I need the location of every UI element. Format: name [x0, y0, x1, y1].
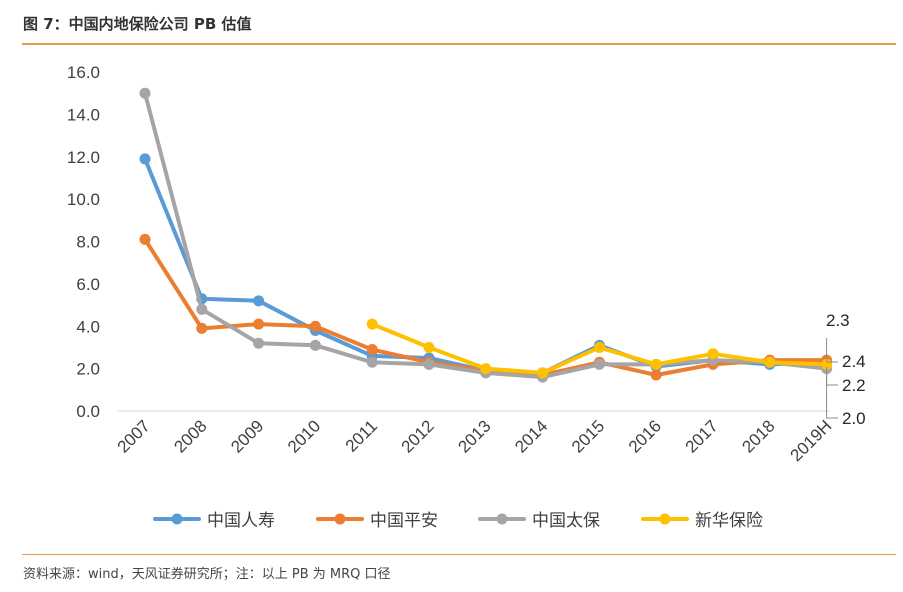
x-tick-label: 2010	[284, 416, 324, 456]
series-2	[139, 233, 833, 381]
legend-label: 新华保险	[695, 511, 763, 531]
series-4	[366, 318, 833, 379]
data-point	[480, 363, 492, 375]
legend-swatch-marker	[334, 513, 346, 525]
y-tick-label: 6.0	[76, 275, 100, 294]
y-tick-label: 0.0	[76, 402, 100, 421]
series-line	[143, 91, 829, 380]
legend-swatch-marker	[659, 513, 671, 525]
data-point	[309, 320, 321, 332]
data-label: 2.4	[842, 352, 866, 371]
legend-item: 中国平安	[316, 511, 438, 531]
data-point	[253, 318, 265, 330]
legend-swatch-marker	[496, 513, 508, 525]
data-point	[650, 369, 662, 381]
y-tick-label: 14.0	[67, 105, 100, 124]
x-tick-label: 2015	[568, 416, 608, 456]
x-tick-label: 2017	[682, 416, 722, 456]
data-point	[366, 356, 378, 368]
data-point	[253, 295, 265, 307]
x-tick-label: 2012	[398, 416, 438, 456]
x-tick-label: 2011	[342, 416, 381, 455]
data-point	[423, 341, 435, 353]
series-3	[139, 87, 833, 383]
data-point	[139, 233, 151, 245]
data-point	[707, 348, 719, 360]
legend-item: 中国太保	[478, 511, 600, 531]
data-label: 2.0	[842, 409, 866, 428]
data-point	[139, 153, 151, 165]
y-tick-label: 2.0	[76, 360, 100, 379]
data-point	[366, 344, 378, 356]
x-tick-label: 2013	[454, 416, 494, 456]
data-point	[650, 358, 662, 370]
x-tick-label: 2014	[511, 416, 551, 456]
data-point	[309, 339, 321, 351]
data-label: 2.3	[826, 311, 850, 330]
data-point	[423, 358, 435, 370]
series-1	[139, 153, 833, 379]
legend-label: 中国太保	[532, 511, 600, 531]
annotation-leader	[826, 369, 838, 419]
x-tick-label: 2008	[170, 416, 210, 456]
y-tick-label: 8.0	[76, 233, 100, 252]
data-point	[139, 87, 151, 99]
data-point	[196, 322, 208, 334]
data-label: 2.2	[842, 376, 866, 395]
data-point	[537, 367, 549, 379]
legend-item: 中国人寿	[153, 511, 275, 531]
data-point	[253, 337, 265, 349]
x-tick-label: 2007	[114, 416, 154, 456]
legend-swatch-marker	[171, 513, 183, 525]
legend-item: 新华保险	[641, 511, 763, 531]
x-tick-label: 2019H	[787, 416, 836, 465]
pb-valuation-line-chart: 0.0 2.0 4.0 6.0 8.0 10.0 12.0 14.0 16.0 2007 2008 2…	[67, 63, 866, 531]
data-point	[366, 318, 378, 330]
y-tick-label: 10.0	[67, 190, 100, 209]
source-note: 资料来源：wind，天风证券研究所；注：以上 PB 为 MRQ 口径	[23, 567, 391, 582]
x-tick-label: 2016	[625, 416, 665, 456]
legend-label: 中国人寿	[207, 511, 275, 531]
data-point	[764, 356, 776, 368]
y-tick-label: 12.0	[67, 148, 100, 167]
legend-label: 中国平安	[370, 511, 438, 531]
y-tick-label: 16.0	[67, 63, 100, 82]
data-point	[593, 358, 605, 370]
x-tick-label: 2018	[738, 416, 778, 456]
data-point	[196, 303, 208, 315]
title-divider	[22, 43, 896, 45]
x-tick-label: 2009	[227, 416, 267, 456]
y-tick-label: 4.0	[76, 317, 100, 336]
figure-title: 图 7：中国内地保险公司 PB 估值	[23, 15, 252, 33]
source-divider	[22, 554, 896, 555]
series-line	[143, 156, 829, 375]
data-point	[593, 341, 605, 353]
